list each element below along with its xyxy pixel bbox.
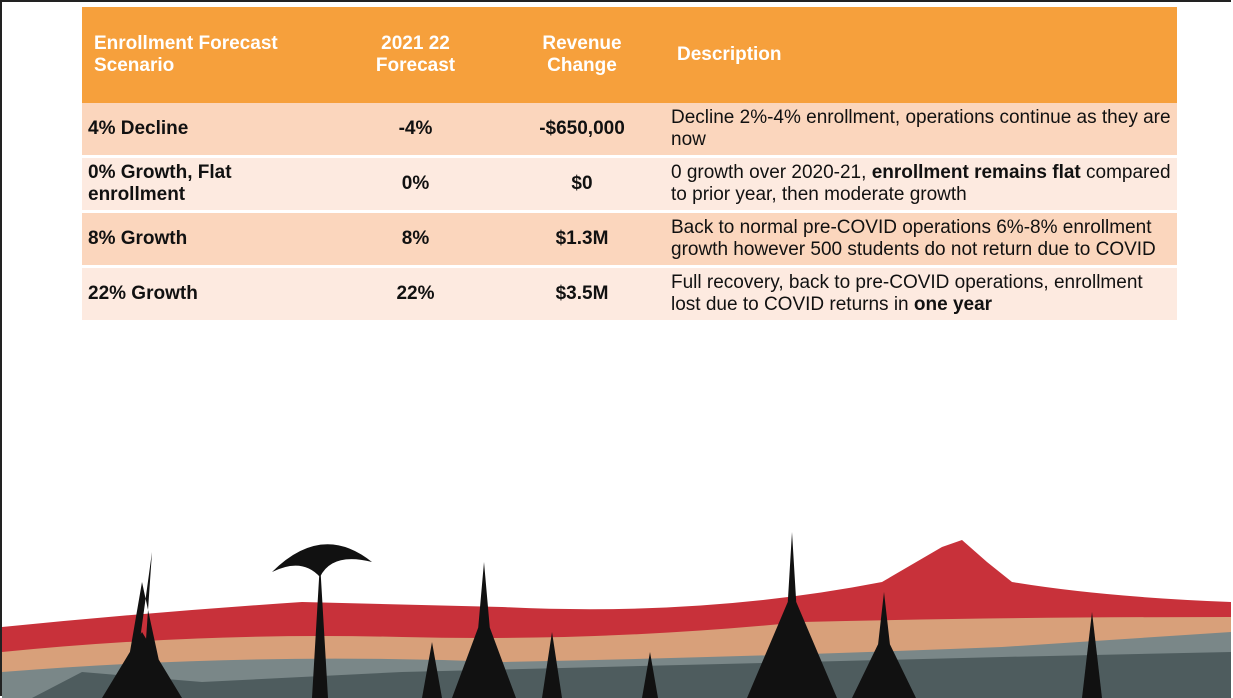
value-cell: 0% — [332, 157, 499, 212]
value-cell: $0 — [499, 157, 665, 212]
description-cell: 0 growth over 2020-21, enrollment remain… — [665, 157, 1177, 212]
text-segment: Back to normal pre-COVID operations 6%-8… — [671, 217, 1156, 260]
scenario-cell: 4% Decline — [82, 103, 332, 157]
description-cell: Full recovery, back to pre-COVID operati… — [665, 267, 1177, 322]
value-cell: $3.5M — [499, 267, 665, 322]
value-cell: 8% — [332, 212, 499, 267]
text-segment: Decline 2%-4% enrollment, operations con… — [671, 107, 1171, 150]
text-segment: enrollment remains flat — [872, 162, 1081, 183]
header-cell: 2021 22 Forecast — [332, 7, 499, 103]
landscape — [2, 522, 1231, 698]
description-cell: Decline 2%-4% enrollment, operations con… — [665, 103, 1177, 157]
value-cell: 22% — [332, 267, 499, 322]
scenario-cell: 22% Growth — [82, 267, 332, 322]
scenario-cell: 0% Growth, Flat enrollment — [82, 157, 332, 212]
header-cell: Revenue Change — [499, 7, 665, 103]
scenario-cell: 8% Growth — [82, 212, 332, 267]
value-cell: -4% — [332, 103, 499, 157]
description-cell: Back to normal pre-COVID operations 6%-8… — [665, 212, 1177, 267]
text-segment: 0 growth over 2020-21, — [671, 162, 872, 183]
header-cell: Description — [665, 7, 1177, 103]
text-segment: Full recovery, back to pre-COVID operati… — [671, 272, 1143, 315]
text-segment: one year — [914, 294, 992, 315]
slide: Enrollment Forecast Scenario2021 22 Fore… — [0, 0, 1231, 696]
value-cell: -$650,000 — [499, 103, 665, 157]
value-cell: $1.3M — [499, 212, 665, 267]
header-cell: Enrollment Forecast Scenario — [82, 7, 332, 103]
